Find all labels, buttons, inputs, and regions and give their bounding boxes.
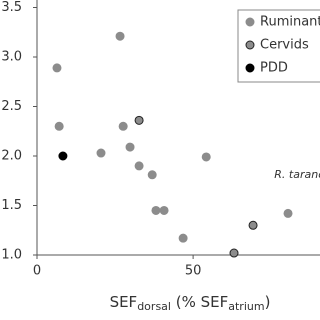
point [248, 220, 258, 230]
point [134, 115, 144, 125]
point [134, 161, 144, 171]
y-tick-label: 1.5 [1, 198, 22, 213]
point [115, 31, 125, 41]
legend-marker [245, 40, 255, 50]
x-label-part: ) [265, 293, 271, 311]
annotation: R. tarandus [274, 168, 320, 181]
point [52, 63, 62, 73]
point [96, 148, 106, 158]
point [159, 205, 169, 215]
legend-label: Cervids [260, 38, 309, 53]
point [201, 152, 211, 162]
y-tick-label: 3.0 [1, 50, 22, 65]
point [283, 208, 293, 218]
legend-marker [245, 17, 255, 27]
point [125, 142, 135, 152]
legend-marker [245, 63, 255, 73]
legend-label: Ruminants [260, 15, 320, 30]
point [151, 205, 161, 215]
point [178, 233, 188, 243]
point [147, 170, 157, 180]
x-label-sub: dorsal [137, 300, 171, 313]
y-tick-label: 2.0 [1, 149, 22, 164]
point [118, 121, 128, 131]
legend-label: PDD [260, 61, 288, 76]
x-label-part: (% SEF [171, 293, 228, 311]
point [229, 248, 239, 258]
point [58, 151, 68, 161]
x-axis-label: SEFdorsal (% SEFatrium) [110, 293, 271, 314]
x-label-part: SEF [110, 293, 138, 311]
x-tick-label: 50 [185, 264, 202, 279]
point [54, 121, 64, 131]
y-tick-label: 3.5 [1, 0, 22, 15]
y-tick-label: 2.5 [1, 99, 22, 114]
x-label-sub: atrium [228, 300, 264, 313]
x-tick-label: 0 [33, 264, 41, 279]
y-tick-label: 1.0 [1, 248, 22, 263]
